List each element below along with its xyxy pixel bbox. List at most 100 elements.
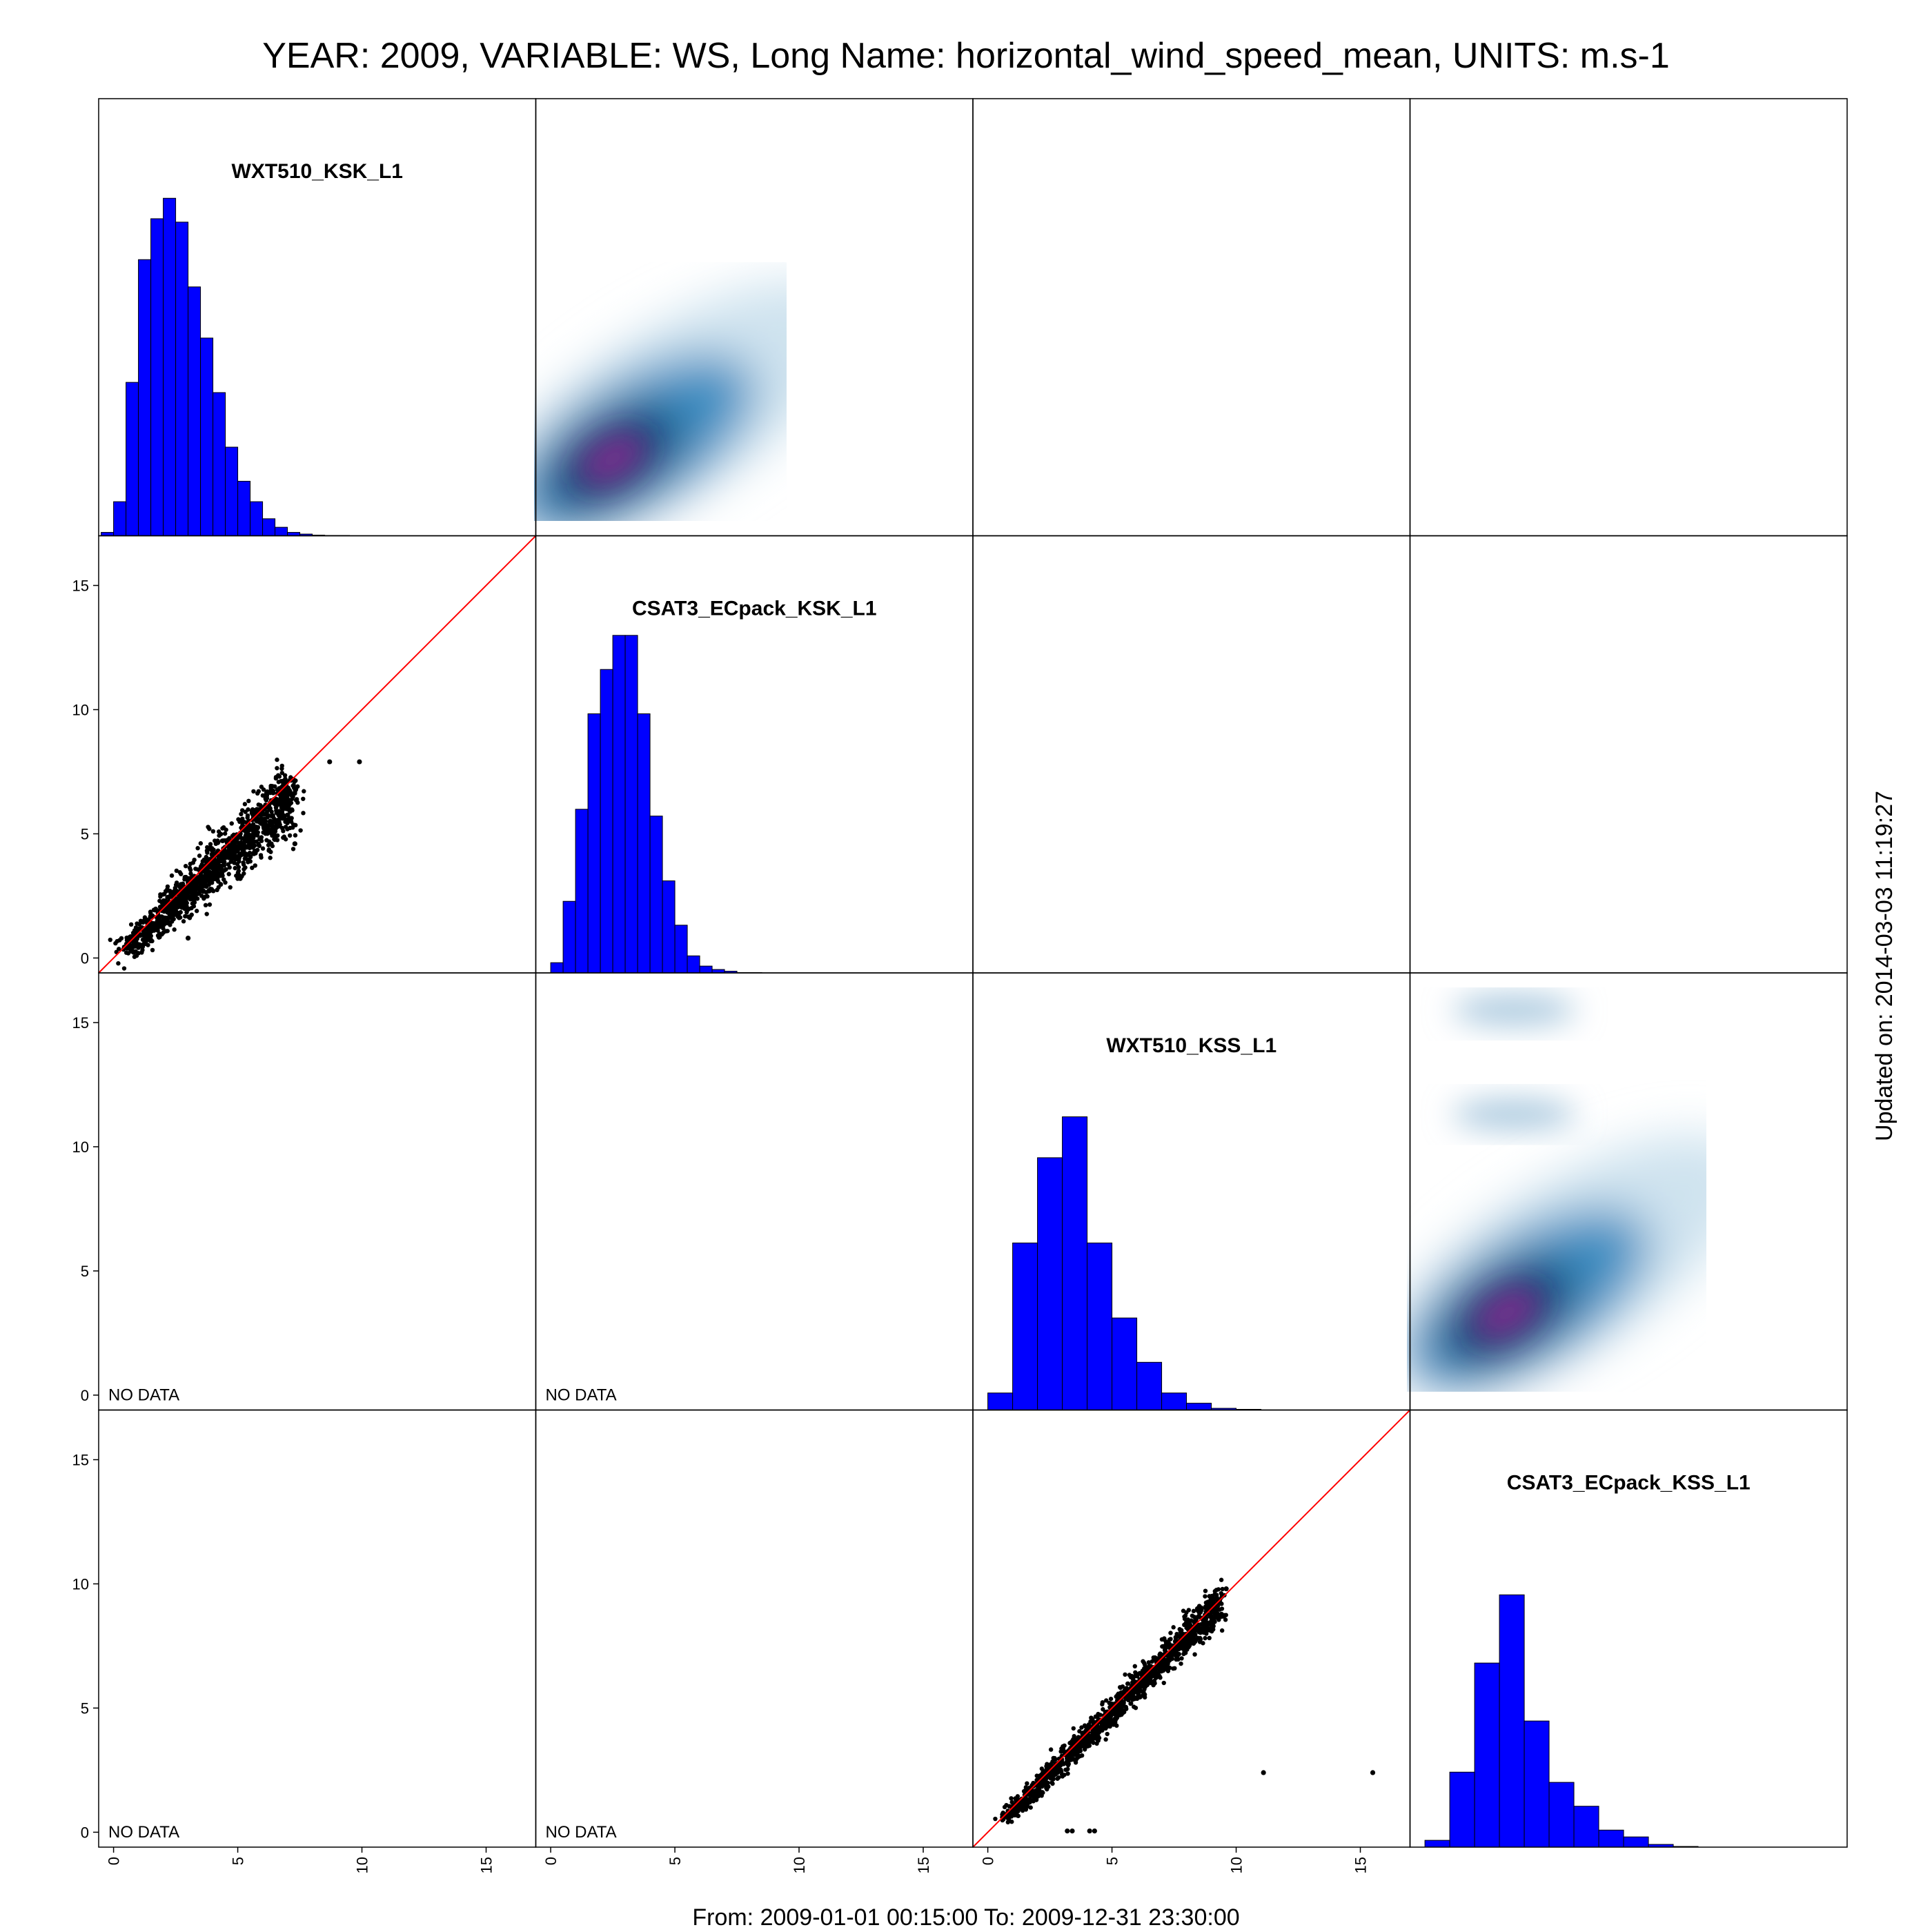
scatter-point — [250, 822, 256, 827]
scatter-point — [1118, 1708, 1123, 1713]
scatter-point — [204, 884, 209, 889]
histogram-bar — [237, 480, 251, 537]
scatter-point — [272, 829, 278, 834]
scatter-point — [1092, 1828, 1097, 1834]
histogram-bar — [1499, 1594, 1525, 1848]
scatter-point — [255, 847, 260, 853]
scatter-point — [1012, 1813, 1018, 1817]
matrix-panels: WXT510_KSK_L1 CSAT3_ECpack_KSK_L1 WXT510_K… — [98, 160, 1751, 1848]
scatter-point — [295, 800, 300, 805]
scatter-point — [1100, 1699, 1105, 1705]
scatter-point — [275, 757, 279, 762]
scatter-point — [279, 763, 284, 769]
histogram-bar — [662, 880, 676, 974]
scatter-point — [268, 856, 273, 860]
scatter-point — [1009, 1796, 1014, 1801]
scatter-point — [290, 847, 296, 851]
scatter-point — [236, 817, 241, 822]
scatter-point — [268, 830, 273, 836]
scatter-point — [246, 798, 251, 804]
scatter-point — [1160, 1663, 1165, 1668]
scatter-point — [1223, 1617, 1228, 1622]
scatter-point — [270, 821, 275, 827]
scatter-point — [124, 938, 130, 943]
scatter-point — [1030, 1793, 1035, 1798]
scatter-point — [158, 892, 163, 897]
density-secondary-mode — [1452, 994, 1577, 1025]
panel-frame — [972, 535, 1411, 974]
scatter-point — [1135, 1695, 1140, 1699]
scatter-point — [203, 867, 208, 873]
scatter-point — [217, 871, 222, 876]
scatter-point — [1163, 1647, 1167, 1653]
scatter-point — [192, 857, 197, 862]
panel-title-CSAT3_ECpack_KSS_L1: CSAT3_ECpack_KSS_L1 — [1507, 1472, 1751, 1495]
scatter-point — [298, 828, 303, 833]
scatter-point — [1132, 1664, 1137, 1669]
scatter-point — [1133, 1670, 1138, 1675]
scatter-point — [1054, 1766, 1060, 1771]
histogram-bar — [262, 518, 276, 537]
scatter-point — [219, 867, 225, 872]
y-tick-label: 15 — [72, 1014, 89, 1032]
histogram-bar — [1449, 1771, 1475, 1848]
scatter-point — [261, 830, 266, 835]
scatter-point — [247, 850, 253, 856]
scatter-point — [221, 877, 226, 882]
scatter-point — [190, 901, 195, 906]
scatter-point — [1077, 1746, 1083, 1751]
scatter-point — [132, 929, 137, 934]
updated-timestamp: Updated on: 2014-03-03 11:19:27 — [1871, 791, 1897, 1141]
scatter-point — [1105, 1731, 1110, 1737]
scatter-point — [168, 912, 173, 917]
scatter-point — [1181, 1608, 1186, 1613]
scatter-point — [181, 919, 186, 924]
histogram-bar — [562, 900, 576, 974]
scatter-point — [301, 796, 306, 801]
scatter-point — [1160, 1644, 1165, 1649]
histogram-bar — [1424, 1840, 1450, 1848]
scatter-point — [124, 950, 129, 955]
scatter-point — [1076, 1735, 1081, 1739]
y-tick-label: 0 — [81, 1387, 89, 1404]
scatter-point — [179, 894, 185, 898]
scatter-point — [242, 802, 248, 807]
scatter-point — [132, 954, 137, 959]
scatter-point — [1016, 1813, 1021, 1818]
scatter-point — [288, 825, 293, 831]
scatter-point — [1054, 1762, 1059, 1767]
scatter-point — [161, 926, 166, 931]
scatter-point — [137, 933, 143, 938]
scatter-point — [1085, 1744, 1090, 1749]
no-data-label: NO DATA — [108, 1823, 179, 1842]
scatter-point — [1079, 1739, 1084, 1744]
scatter-point — [187, 916, 193, 920]
scatter-point — [1023, 1788, 1028, 1793]
histogram-bar — [550, 962, 564, 974]
scatter-point — [246, 843, 251, 848]
scatter-point — [1214, 1593, 1219, 1597]
scatter-point — [135, 936, 140, 941]
scatter-point — [213, 860, 218, 866]
scatter-point — [117, 938, 122, 943]
scatter-point — [265, 825, 270, 829]
scatter-point — [140, 947, 145, 953]
scatter-point — [1168, 1657, 1173, 1662]
scatter-point — [1087, 1828, 1092, 1834]
scatter-point — [253, 829, 258, 834]
scatter-point — [240, 851, 246, 856]
scatter-point — [221, 825, 226, 830]
scatter-point — [264, 798, 268, 802]
histogram-CSAT3_ECpack_KSK_L1: CSAT3_ECpack_KSK_L1 — [550, 598, 877, 974]
scatter-point — [1159, 1637, 1165, 1642]
scatter-point — [1215, 1611, 1220, 1616]
scatter-point — [254, 839, 259, 844]
scatter-point — [1145, 1674, 1150, 1679]
scatter-point — [1094, 1731, 1100, 1737]
scatter-point — [246, 834, 251, 840]
scatter-point — [1210, 1628, 1214, 1633]
scatter-point — [1073, 1760, 1078, 1765]
scatter-point — [1124, 1706, 1129, 1711]
scatter-point — [1191, 1608, 1196, 1614]
scatter-point — [266, 847, 272, 852]
